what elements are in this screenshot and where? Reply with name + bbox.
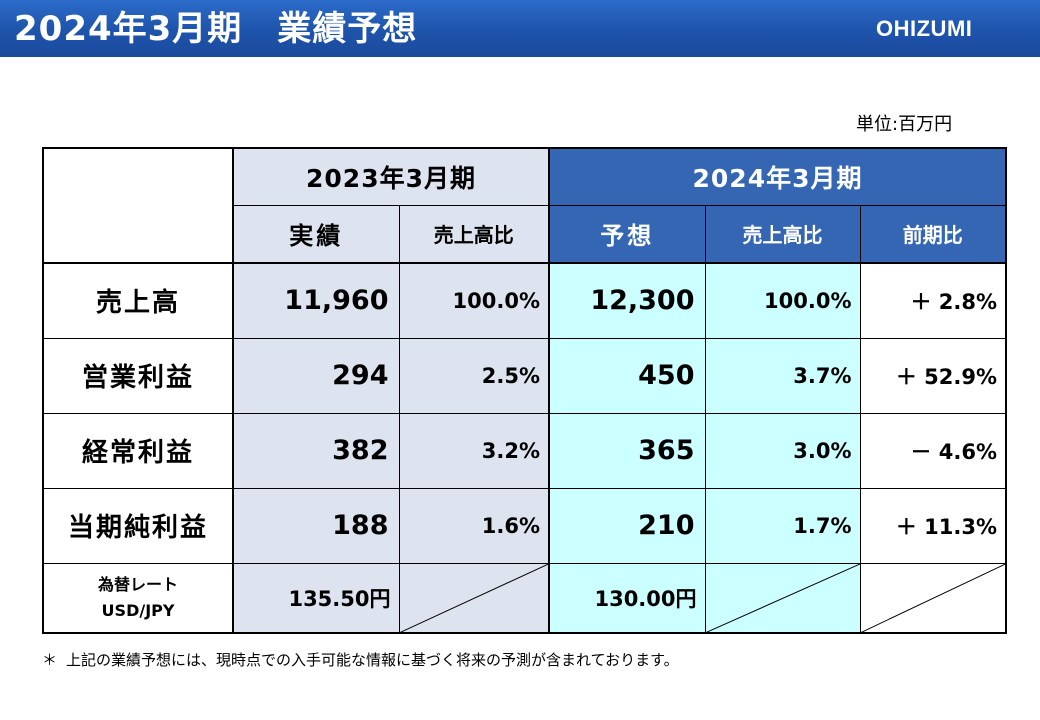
table-row: 当期純利益 188 1.6% 210 1.7% ＋ 11.3% — [42, 487, 1008, 564]
cell-actual: 188 — [232, 487, 400, 564]
header-forecast: 予想 — [548, 204, 706, 264]
cell-actual: 11,960 — [232, 262, 400, 339]
corner-cell — [42, 147, 234, 264]
cell-yoy: ＋ 2.8% — [859, 262, 1008, 339]
diagonal-slash — [400, 564, 549, 633]
header-actual: 実績 — [232, 204, 400, 264]
cell-actual-ratio: 1.6% — [398, 487, 550, 564]
header-next-period: 2024年3月期 — [548, 147, 1008, 206]
company-logo: OHIZUMI — [876, 16, 973, 41]
cell-actual-ratio: 2.5% — [398, 337, 550, 414]
cell-actual: 294 — [232, 337, 400, 414]
fx-empty-cell — [859, 562, 1008, 634]
forecast-table: 2023年3月期 2024年3月期 実績 売上高比 予想 売上高比 前期比 売上… — [42, 147, 1008, 634]
cell-actual: 382 — [232, 412, 400, 489]
cell-actual-ratio: 3.2% — [398, 412, 550, 489]
footnote-text: 上記の業績予想には、現時点での入手可能な情報に基づく将来の予測が含まれております… — [66, 651, 679, 669]
diagonal-slash — [706, 564, 860, 633]
table-row: 売上高 11,960 100.0% 12,300 100.0% ＋ 2.8% — [42, 262, 1008, 339]
header-yoy: 前期比 — [859, 204, 1008, 264]
cell-forecast-ratio: 3.0% — [704, 412, 861, 489]
cell-forecast: 12,300 — [548, 262, 706, 339]
fx-next-value: 130.00円 — [548, 562, 706, 634]
fx-empty-cell — [398, 562, 550, 634]
cell-forecast: 365 — [548, 412, 706, 489]
cell-forecast-ratio: 1.7% — [704, 487, 861, 564]
footnote: ＊ 上記の業績予想には、現時点での入手可能な情報に基づく将来の予測が含まれておりま… — [42, 650, 679, 670]
title-bar: 2024年3月期 業績予想 OHIZUMI — [0, 0, 1040, 57]
page-title: 2024年3月期 業績予想 — [14, 9, 418, 49]
cell-actual-ratio: 100.0% — [398, 262, 550, 339]
diagonal-slash — [861, 564, 1006, 633]
cell-forecast: 210 — [548, 487, 706, 564]
header-ratio-next: 売上高比 — [704, 204, 861, 264]
cell-forecast: 450 — [548, 337, 706, 414]
row-label: 経常利益 — [42, 412, 234, 489]
header-ratio-prev: 売上高比 — [398, 204, 550, 264]
cell-yoy: ＋ 52.9% — [859, 337, 1008, 414]
cell-yoy: ＋ 11.3% — [859, 487, 1008, 564]
table-row: 経常利益 382 3.2% 365 3.0% － 4.6% — [42, 412, 1008, 489]
header-prev-period: 2023年3月期 — [232, 147, 550, 206]
fx-row: 為替レート USD/JPY 135.50円 130.00円 — [42, 562, 1008, 634]
fx-empty-cell — [704, 562, 861, 634]
row-label: 営業利益 — [42, 337, 234, 414]
row-label: 当期純利益 — [42, 487, 234, 564]
unit-label: 単位:百万円 — [856, 114, 953, 135]
table-row: 営業利益 294 2.5% 450 3.7% ＋ 52.9% — [42, 337, 1008, 414]
fx-label-line1: 為替レート — [97, 574, 178, 594]
cell-forecast-ratio: 100.0% — [704, 262, 861, 339]
cell-yoy: － 4.6% — [859, 412, 1008, 489]
fx-label-line2: USD/JPY — [101, 600, 175, 620]
row-label: 売上高 — [42, 262, 234, 339]
fx-label: 為替レート USD/JPY — [42, 562, 234, 634]
cell-forecast-ratio: 3.7% — [704, 337, 861, 414]
fx-prev-value: 135.50円 — [232, 562, 400, 634]
footnote-mark: ＊ — [42, 651, 58, 669]
